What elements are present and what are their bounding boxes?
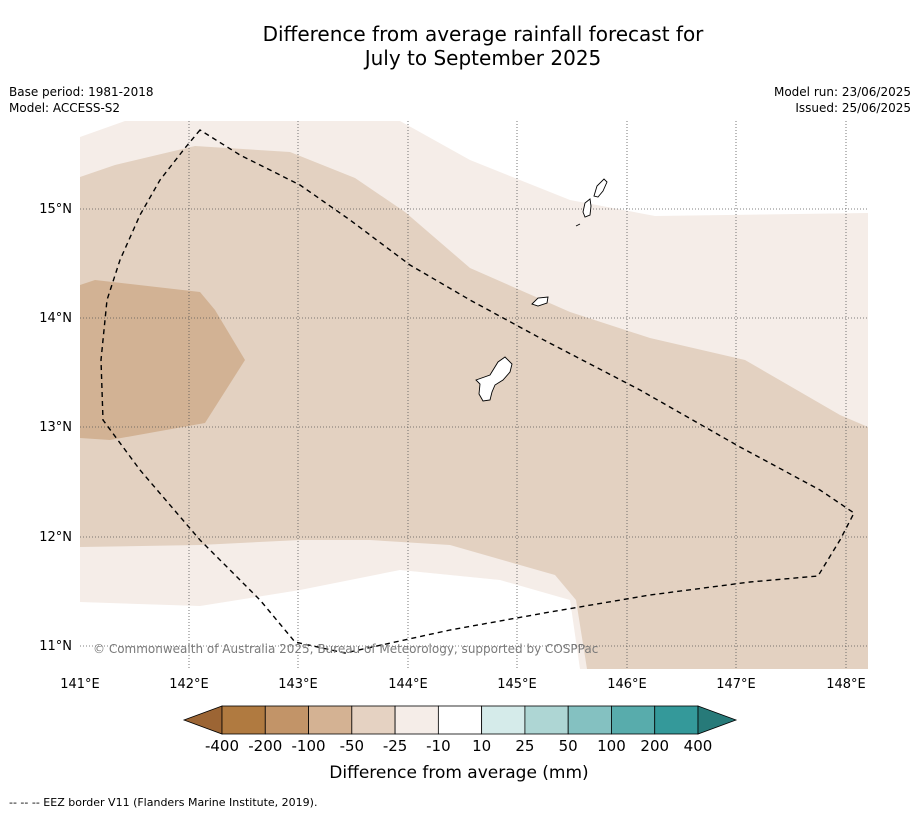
- title-line-1: Difference from average rainfall forecas…: [262, 22, 704, 46]
- colorbar-cell: [654, 705, 699, 735]
- colorbar-cell: [524, 705, 569, 735]
- colorbar-label: -25: [383, 737, 408, 755]
- colorbar-label: 100: [597, 737, 626, 755]
- colorbar-cell: [351, 705, 396, 735]
- eez-border: [100, 129, 855, 654]
- saipan-island: [593, 178, 608, 198]
- colorbar-label: 400: [684, 737, 713, 755]
- longitude-ticks: 141°E 142°E 143°E 144°E 145°E 146°E 147°…: [60, 677, 866, 692]
- lon-tick-148e: 148°E: [826, 677, 866, 692]
- colorbar-label: -10: [426, 737, 451, 755]
- colorbar-cell: [611, 705, 656, 735]
- colorbar-label: -50: [340, 737, 365, 755]
- colorbar-label: 200: [640, 737, 669, 755]
- colorbar-labels: -400 -200 -100 -50 -25 -10 10 25 50 100 200 400: [205, 737, 712, 755]
- lon-tick-146e: 146°E: [607, 677, 647, 692]
- lat-tick-13n: 13°N: [39, 420, 72, 435]
- lat-tick-15n: 15°N: [39, 202, 72, 217]
- colorbar-label: -100: [292, 737, 326, 755]
- title-line-2: July to September 2025: [364, 46, 602, 70]
- meta-left: Base period: 1981-2018 Model: ACCESS-S2: [9, 84, 154, 116]
- colorbar-label: -200: [248, 737, 282, 755]
- chart-title: Difference from average rainfall forecas…: [0, 22, 919, 70]
- colorbar-cell: [394, 705, 439, 735]
- colorbar-cell: [437, 705, 483, 735]
- copyright-notice: © Commonwealth of Australia 2025, Bureau…: [93, 642, 598, 656]
- colorbar-cell: [308, 705, 353, 735]
- colorbar-label: 50: [559, 737, 578, 755]
- tinian-island: [582, 198, 592, 218]
- meta-right: Model run: 23/06/2025 Issued: 25/06/2025: [774, 84, 911, 116]
- lon-tick-141e: 141°E: [60, 677, 100, 692]
- colorbar-cell: [221, 705, 266, 735]
- lon-tick-145e: 145°E: [497, 677, 537, 692]
- guam-island: [475, 356, 513, 402]
- map-plot: © Commonwealth of Australia 2025, Bureau…: [80, 121, 868, 669]
- colorbar: -400 -200 -100 -50 -25 -10 10 25 50 100 200 400 Dif…: [182, 705, 738, 783]
- lat-tick-12n: 12°N: [39, 530, 72, 545]
- eez-footnote: -- -- -- EEZ border V11 (Flanders Marine…: [9, 796, 318, 809]
- zone-light: [80, 146, 868, 669]
- base-period: Base period: 1981-2018: [9, 85, 154, 99]
- colorbar-cell: [264, 705, 309, 735]
- lat-tick-11n: 11°N: [39, 639, 72, 654]
- rota-island: [531, 296, 549, 307]
- colorbar-cells: [221, 705, 699, 735]
- lat-tick-14n: 14°N: [39, 311, 72, 326]
- colorbar-arrow-right: [697, 705, 738, 735]
- colorbar-label: -400: [205, 737, 239, 755]
- islands: [475, 178, 608, 402]
- gridlines: [80, 121, 868, 669]
- lon-tick-144e: 144°E: [388, 677, 428, 692]
- lon-tick-147e: 147°E: [716, 677, 756, 692]
- lon-tick-142e: 142°E: [169, 677, 209, 692]
- latitude-ticks: 15°N 14°N 13°N 12°N 11°N: [39, 202, 72, 654]
- lon-tick-143e: 143°E: [278, 677, 318, 692]
- model-name: Model: ACCESS-S2: [9, 101, 121, 115]
- aguijan-islet: [575, 223, 581, 227]
- colorbar-title: Difference from average (mm): [329, 763, 588, 783]
- colorbar-arrow-left: [182, 705, 223, 735]
- zone-medium: [80, 280, 245, 440]
- colorbar-label: 25: [515, 737, 534, 755]
- issued-date: Issued: 25/06/2025: [795, 101, 911, 115]
- colorbar-label: 10: [472, 737, 491, 755]
- colorbar-cell: [567, 705, 612, 735]
- colorbar-cell: [481, 705, 526, 735]
- model-run: Model run: 23/06/2025: [773, 85, 911, 99]
